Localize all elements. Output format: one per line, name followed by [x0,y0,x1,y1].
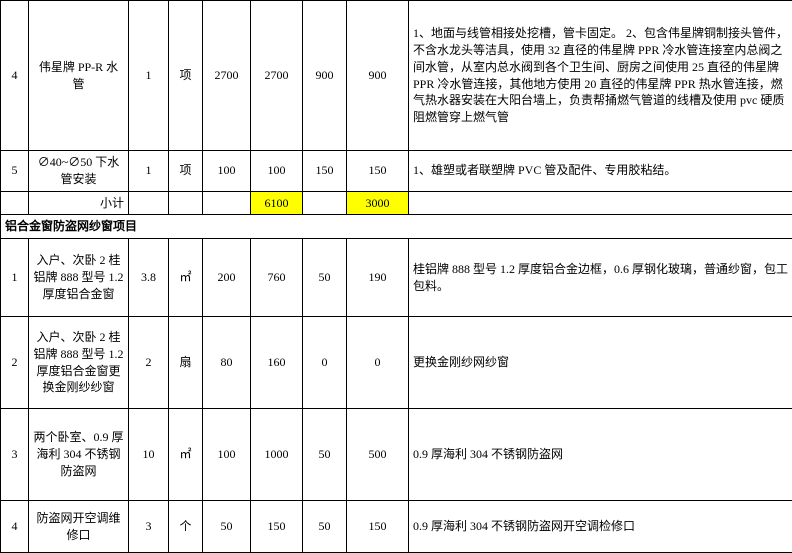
cell-empty [203,191,251,215]
cell-p1: 100 [203,409,251,501]
cell-p4: 500 [347,409,409,501]
subtotal-row: 小计 6100 3000 [1,191,792,215]
cell-note: 更换金刚纱网纱窗 [409,317,792,409]
section-title: 铝合金窗防盗网纱窗项目 [1,215,792,239]
cell-p3: 900 [303,1,347,151]
cell-empty [1,191,29,215]
cell-name: ∅40~∅50 下水管安装 [29,151,129,192]
cell-qty: 1 [129,151,169,192]
cell-unit: 项 [169,1,203,151]
cell-idx: 4 [1,501,29,553]
cell-name: 入户、次卧 2 桂铝牌 888 型号 1.2 厚度铝合金窗 [29,239,129,317]
cell-name: 防盗网开空调维修口 [29,501,129,553]
cell-unit: 个 [169,501,203,553]
cell-note: 桂铝牌 888 型号 1.2 厚度铝合金边框，0.6 厚钢化玻璃，普通纱窗，包工… [409,239,792,317]
cell-unit: 项 [169,151,203,192]
quote-table: 4 伟星牌 PP-R 水管 1 项 2700 2700 900 900 1、地面… [0,0,792,553]
table-row: 2 入户、次卧 2 桂铝牌 888 型号 1.2 厚度铝合金窗更换金刚纱纱窗 2… [1,317,792,409]
cell-qty: 2 [129,317,169,409]
cell-unit: ㎡ [169,409,203,501]
cell-empty [129,191,169,215]
table-row: 4 伟星牌 PP-R 水管 1 项 2700 2700 900 900 1、地面… [1,1,792,151]
cell-p4: 150 [347,151,409,192]
subtotal-label: 小计 [29,191,129,215]
cell-p1: 2700 [203,1,251,151]
cell-name: 伟星牌 PP-R 水管 [29,1,129,151]
cell-p3: 50 [303,239,347,317]
cell-p3: 50 [303,501,347,553]
cell-note: 1、雄塑或者联塑牌 PVC 管及配件、专用胶粘结。 [409,151,792,192]
cell-idx: 1 [1,239,29,317]
cell-empty [409,191,792,215]
table-row: 1 入户、次卧 2 桂铝牌 888 型号 1.2 厚度铝合金窗 3.8 ㎡ 20… [1,239,792,317]
cell-p1: 200 [203,239,251,317]
cell-name: 入户、次卧 2 桂铝牌 888 型号 1.2 厚度铝合金窗更换金刚纱纱窗 [29,317,129,409]
cell-idx: 4 [1,1,29,151]
cell-idx: 3 [1,409,29,501]
subtotal-2: 3000 [347,191,409,215]
cell-note: 1、地面与线管相接处挖槽，管卡固定。 2、包含伟星牌铜制接头管件，不含水龙头等洁… [409,1,792,151]
cell-unit: 扇 [169,317,203,409]
cell-p3: 0 [303,317,347,409]
cell-empty [303,191,347,215]
cell-p4: 900 [347,1,409,151]
cell-p2: 2700 [251,1,303,151]
cell-note: 0.9 厚海利 304 不锈钢防盗网 [409,409,792,501]
cell-empty [169,191,203,215]
cell-note: 0.9 厚海利 304 不锈钢防盗网开空调检修口 [409,501,792,553]
table-row: 5 ∅40~∅50 下水管安装 1 项 100 100 150 150 1、雄塑… [1,151,792,192]
cell-unit: ㎡ [169,239,203,317]
cell-p2: 100 [251,151,303,192]
cell-p3: 150 [303,151,347,192]
table-row: 3 两个卧室、0.9 厚海利 304 不锈钢防盗网 10 ㎡ 100 1000 … [1,409,792,501]
cell-qty: 3.8 [129,239,169,317]
cell-qty: 3 [129,501,169,553]
cell-p4: 190 [347,239,409,317]
cell-p3: 50 [303,409,347,501]
table-row: 4 防盗网开空调维修口 3 个 50 150 50 150 0.9 厚海利 30… [1,501,792,553]
cell-idx: 5 [1,151,29,192]
cell-p1: 100 [203,151,251,192]
cell-qty: 1 [129,1,169,151]
cell-name: 两个卧室、0.9 厚海利 304 不锈钢防盗网 [29,409,129,501]
cell-p1: 50 [203,501,251,553]
cell-p1: 80 [203,317,251,409]
cell-p2: 160 [251,317,303,409]
cell-p4: 0 [347,317,409,409]
cell-qty: 10 [129,409,169,501]
cell-p4: 150 [347,501,409,553]
cell-p2: 150 [251,501,303,553]
cell-p2: 1000 [251,409,303,501]
cell-p2: 760 [251,239,303,317]
cell-idx: 2 [1,317,29,409]
section-row: 铝合金窗防盗网纱窗项目 [1,215,792,239]
subtotal-1: 6100 [251,191,303,215]
